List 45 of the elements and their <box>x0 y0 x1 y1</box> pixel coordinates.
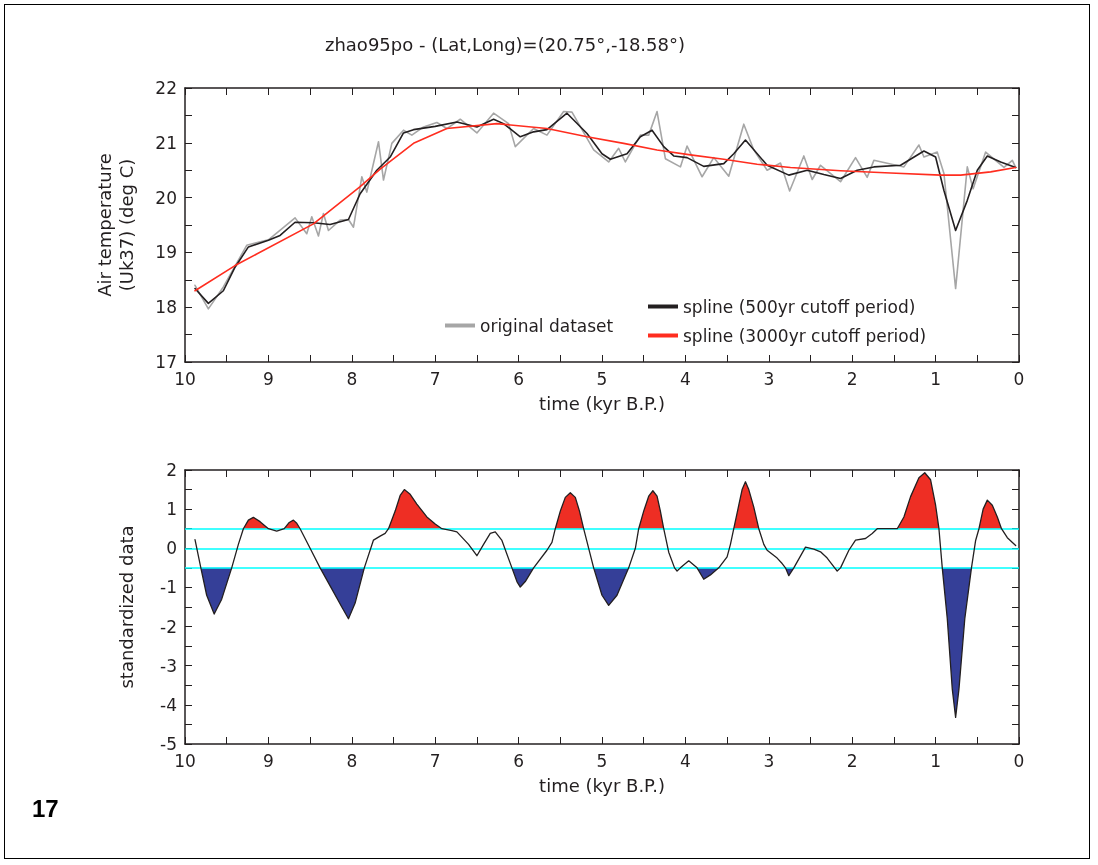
y-tick-label: -2 <box>160 616 177 637</box>
y-axis-title: standardized data <box>115 525 137 689</box>
x-tick-label: 1 <box>930 368 942 389</box>
x-tick-label: 10 <box>174 368 196 389</box>
y-tick-label: -4 <box>160 694 177 715</box>
chart-title: zhao95po - (Lat,Long)=(20.75°,-18.58°) <box>324 33 686 55</box>
y-tick-label: -5 <box>160 734 177 754</box>
x-tick-label: 5 <box>596 750 608 771</box>
y-tick-label: 2 <box>166 460 177 480</box>
legend-label: spline (3000yr cutoff period) <box>683 325 927 346</box>
y-tick-label: 21 <box>155 132 177 153</box>
x-tick-label: 6 <box>513 750 525 771</box>
y-axis-title: Air temperature (Uk37) (deg C) <box>93 153 137 297</box>
x-tick-label: 0 <box>1013 750 1025 771</box>
x-tick-label: 5 <box>596 368 608 389</box>
x-tick-label: 6 <box>513 368 525 389</box>
x-tick-label: 2 <box>846 750 858 771</box>
y-tick-label: 17 <box>155 352 177 372</box>
x-tick-label: 7 <box>429 750 441 771</box>
x-tick-label: 8 <box>346 368 358 389</box>
x-axis-title: time (kyr B.P.) <box>539 392 665 414</box>
y-tick-label: 0 <box>166 538 177 559</box>
x-tick-label: 3 <box>763 750 775 771</box>
x-tick-label: 3 <box>763 368 775 389</box>
x-tick-label: 9 <box>262 750 274 771</box>
x-tick-label: 9 <box>262 368 274 389</box>
y-tick-label: 22 <box>155 78 177 98</box>
legend-label: original dataset <box>480 315 614 336</box>
x-axis-title: time (kyr B.P.) <box>539 774 665 796</box>
y-tick-label: 1 <box>166 499 177 520</box>
y-tick-label: -3 <box>160 655 177 676</box>
y-tick-label: 19 <box>155 242 177 263</box>
x-tick-label: 0 <box>1013 368 1025 389</box>
text: 17 <box>32 794 59 822</box>
y-tick-label: 20 <box>155 187 177 208</box>
x-tick-label: 4 <box>679 368 691 389</box>
x-tick-label: 7 <box>429 368 441 389</box>
y-tick-label: -1 <box>160 577 177 598</box>
x-tick-label: 2 <box>846 368 858 389</box>
x-tick-label: 1 <box>930 750 942 771</box>
x-tick-label: 8 <box>346 750 358 771</box>
legend-label: spline (500yr cutoff period) <box>683 296 916 317</box>
x-tick-label: 10 <box>174 750 196 771</box>
x-tick-label: 4 <box>679 750 691 771</box>
y-tick-label: 18 <box>155 297 177 318</box>
